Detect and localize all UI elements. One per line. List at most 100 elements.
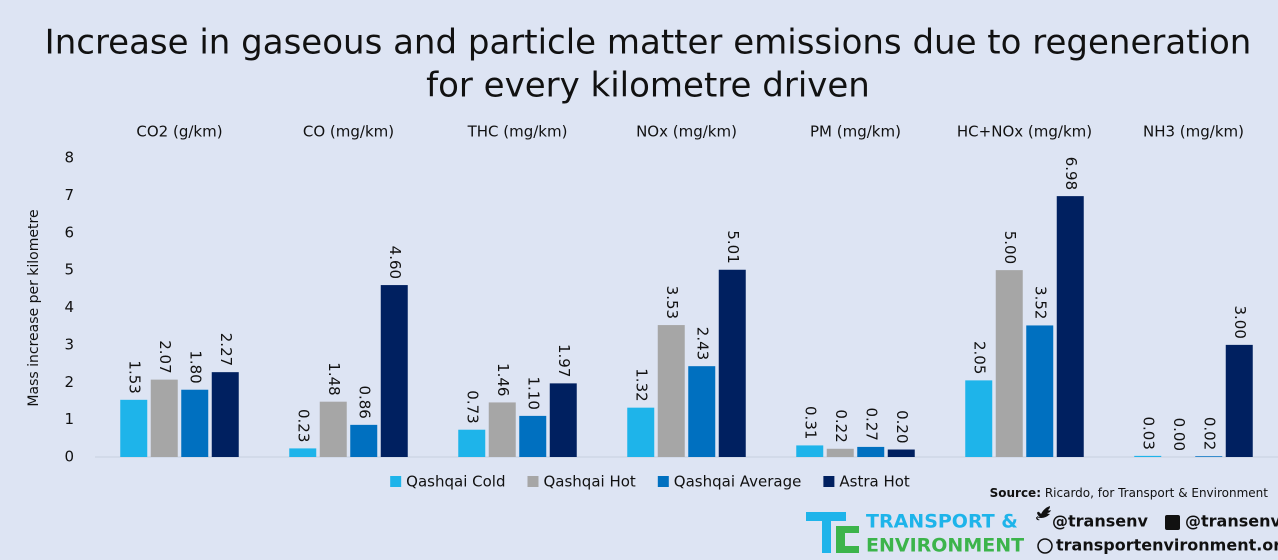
value-label: 0.22 [832, 409, 850, 442]
value-label: 1.97 [555, 344, 573, 377]
bar [380, 285, 408, 457]
value-label: 0.23 [294, 409, 312, 442]
value-label: 2.43 [693, 327, 711, 360]
value-label: 1.10 [524, 376, 542, 409]
bar [688, 366, 716, 457]
bar [887, 449, 915, 457]
value-label: 3.52 [1031, 286, 1049, 319]
bar [995, 270, 1023, 457]
category-label: HC+NOx (mg/km) [957, 123, 1092, 141]
bar [1134, 455, 1162, 457]
bar [1056, 196, 1084, 457]
logo-text: ENVIRONMENT [866, 535, 1024, 557]
logo-shape [822, 521, 831, 553]
bar [1026, 325, 1054, 457]
bar [181, 389, 209, 457]
bar [150, 379, 178, 457]
logo-shape [836, 526, 845, 553]
value-label: 1.32 [632, 368, 650, 401]
category-label: NH3 (mg/km) [1143, 123, 1244, 141]
y-tick-label: 5 [64, 261, 74, 279]
y-tick-label: 8 [64, 149, 74, 167]
value-label: 1.53 [125, 360, 143, 393]
legend-swatch [657, 476, 669, 487]
value-label: 6.98 [1062, 157, 1080, 190]
legend-label: Qashqai Hot [543, 473, 635, 491]
value-label: 4.60 [386, 246, 404, 279]
value-label: 2.07 [156, 340, 174, 373]
twitter-handle: @transenv [1052, 512, 1148, 531]
bar [718, 269, 746, 457]
logo-shape [845, 526, 859, 533]
y-tick-label: 7 [64, 186, 74, 204]
logo: TRANSPORT & ENVIRONMENT [806, 511, 1024, 557]
web-icon [1037, 538, 1053, 554]
logo-shape [806, 512, 846, 521]
y-tick-label: 2 [64, 373, 74, 391]
bar [289, 448, 317, 457]
value-label: 2.27 [217, 333, 235, 366]
legend-label: Astra Hot [839, 473, 910, 491]
value-label: 0.00 [1170, 418, 1188, 451]
bar [1225, 344, 1253, 457]
facebook-handle: @transenv [1185, 512, 1278, 531]
y-tick-label: 4 [64, 298, 74, 316]
y-tick-label: 0 [64, 448, 74, 466]
value-label: 1.46 [494, 363, 512, 396]
bar [965, 380, 993, 457]
logo-shape [845, 546, 859, 553]
chart-title: for every kilometre driven [426, 66, 870, 106]
source: Source: Ricardo, for Transport & Environ… [990, 486, 1269, 500]
value-label: 5.01 [724, 230, 742, 263]
bar [319, 401, 347, 457]
legend-label: Qashqai Cold [406, 473, 505, 491]
bar [120, 399, 148, 457]
legend-label: Qashqai Average [674, 473, 802, 491]
legend-swatch [527, 476, 539, 487]
legend-swatch [390, 476, 402, 487]
chart-title: Increase in gaseous and particle matter … [45, 23, 1252, 63]
bar [627, 407, 655, 457]
value-label: 3.00 [1231, 305, 1249, 338]
value-label: 0.03 [1139, 416, 1157, 449]
bar [458, 429, 486, 457]
value-label: 0.20 [893, 410, 911, 443]
category-label: NOx (mg/km) [636, 123, 737, 141]
facebook-icon [1165, 515, 1180, 530]
bar [1195, 456, 1223, 457]
value-label: 0.31 [801, 406, 819, 439]
y-tick-label: 1 [64, 410, 74, 428]
value-label: 0.86 [355, 385, 373, 418]
bar [657, 325, 685, 457]
value-label: 0.27 [862, 408, 880, 441]
category-label: CO (mg/km) [303, 123, 394, 141]
bar [488, 402, 516, 457]
bar [350, 424, 378, 457]
y-axis-label: Mass increase per kilometre [26, 209, 42, 406]
value-label: 0.73 [463, 390, 481, 423]
source-label: Source: [990, 486, 1041, 500]
category-label: CO2 (g/km) [136, 123, 222, 141]
legend-swatch [823, 476, 835, 487]
value-label: 5.00 [1001, 231, 1019, 264]
value-label: 2.05 [970, 341, 988, 374]
value-label: 3.53 [663, 286, 681, 319]
y-tick-label: 3 [64, 335, 74, 353]
value-label: 1.80 [186, 350, 204, 383]
category-label: THC (mg/km) [467, 123, 568, 141]
source-text: Ricardo, for Transport & Environment [1045, 486, 1268, 500]
bar [796, 445, 824, 457]
value-label: 0.02 [1200, 417, 1218, 450]
logo-text: TRANSPORT & [866, 511, 1018, 533]
website: transportenvironment.org [1056, 536, 1278, 555]
bar [826, 448, 854, 457]
bar [519, 415, 547, 457]
category-label: PM (mg/km) [810, 123, 901, 141]
bar [857, 446, 885, 457]
value-label: 1.48 [325, 362, 343, 395]
bar [549, 383, 577, 457]
bar [211, 372, 239, 457]
twitter-icon [1036, 506, 1051, 521]
y-tick-label: 6 [64, 223, 74, 241]
